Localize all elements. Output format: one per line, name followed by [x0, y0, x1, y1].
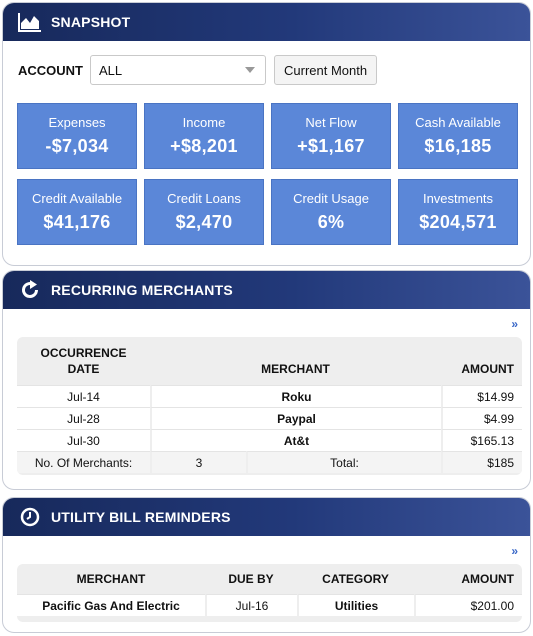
col-occurrence-date[interactable]: OCCURRENCE DATE [40, 346, 127, 376]
expand-link-icon[interactable]: » [511, 544, 518, 558]
current-month-button[interactable]: Current Month [274, 55, 378, 85]
cell-due-by: Jul-16 [205, 594, 297, 616]
area-chart-icon [17, 11, 43, 33]
snapshot-header: SNAPSHOT [3, 3, 530, 41]
account-select[interactable]: ALL [90, 55, 266, 85]
tile-income[interactable]: Income +$8,201 [144, 103, 264, 169]
cell-merchant: Pacific Gas And Electric [17, 594, 205, 616]
tile-value: $41,176 [43, 212, 111, 232]
panel-title: UTILITY BILL REMINDERS [51, 509, 231, 525]
panel-title: SNAPSHOT [51, 14, 131, 30]
snapshot-tiles: Expenses -$7,034 Income +$8,201 Net Flow… [17, 103, 518, 245]
col-amount[interactable]: AMOUNT [461, 362, 514, 376]
cell-date: Jul-28 [17, 407, 150, 429]
total-amount: $185 [441, 451, 522, 473]
tile-value: $16,185 [424, 136, 492, 156]
tile-value: +$1,167 [297, 136, 365, 156]
cell-date: Jul-14 [17, 385, 150, 407]
utility-header: UTILITY BILL REMINDERS [3, 498, 530, 536]
account-label: ACCOUNT [18, 62, 83, 78]
tile-net-flow[interactable]: Net Flow +$1,167 [271, 103, 391, 169]
table-row[interactable]: Jul-30 At&t $165.13 [17, 429, 522, 451]
tile-label: Investments [422, 191, 494, 206]
recurring-merchants-panel: RECURRING MERCHANTS » OCCURRENCE DATE ME… [2, 270, 531, 490]
cell-amount: $201.00 [414, 594, 522, 616]
col-merchant[interactable]: MERCHANT [261, 362, 330, 376]
tile-investments[interactable]: Investments $204,571 [398, 179, 518, 245]
table-row[interactable]: Pacific Gas And Electric Jul-16 Utilitie… [17, 594, 522, 616]
total-label: Total: [246, 451, 441, 473]
merchant-count: 3 [150, 451, 246, 473]
col-due-by[interactable]: DUE BY [228, 572, 274, 586]
tile-value: $2,470 [175, 212, 233, 232]
col-merchant[interactable]: MERCHANT [76, 572, 146, 586]
tile-value: $204,571 [419, 212, 497, 232]
panel-title: RECURRING MERCHANTS [51, 282, 233, 298]
tile-value: 6% [317, 212, 345, 232]
cell-amount: $14.99 [441, 385, 522, 407]
tile-credit-usage[interactable]: Credit Usage 6% [271, 179, 391, 245]
cell-amount: $4.99 [441, 407, 522, 429]
clock-icon [17, 506, 43, 528]
chevron-down-icon [245, 67, 255, 73]
tile-cash-available[interactable]: Cash Available $16,185 [398, 103, 518, 169]
cell-merchant: Paypal [150, 407, 441, 429]
cell-date: Jul-30 [17, 429, 150, 451]
utility-bill-reminders-panel: UTILITY BILL REMINDERS » MERCHANT DUE BY… [2, 497, 531, 633]
recurring-header: RECURRING MERCHANTS [3, 271, 530, 309]
tile-credit-available[interactable]: Credit Available $41,176 [17, 179, 137, 245]
table-row[interactable]: Jul-28 Paypal $4.99 [17, 407, 522, 429]
summary-row: No. Of Merchants: 3 Total: $185 [17, 451, 522, 473]
table-header-row: OCCURRENCE DATE MERCHANT AMOUNT [17, 337, 522, 385]
tile-value: +$8,201 [170, 136, 238, 156]
tile-label: Credit Available [31, 191, 123, 206]
tile-label: Net Flow [305, 115, 357, 130]
tile-label: Expenses [48, 115, 106, 130]
cell-category: Utilities [297, 594, 414, 616]
tile-label: Income [182, 115, 226, 130]
tile-expenses[interactable]: Expenses -$7,034 [17, 103, 137, 169]
snapshot-panel: SNAPSHOT ACCOUNT ALL Current Month Expen… [2, 2, 531, 266]
cell-amount: $165.13 [441, 429, 522, 451]
table-row[interactable]: Jul-14 Roku $14.99 [17, 385, 522, 407]
recurring-table: OCCURRENCE DATE MERCHANT AMOUNT Jul-14 R… [17, 337, 522, 475]
col-amount[interactable]: AMOUNT [461, 572, 514, 586]
expand-link-icon[interactable]: » [511, 317, 518, 331]
tile-credit-loans[interactable]: Credit Loans $2,470 [144, 179, 264, 245]
refresh-icon [17, 279, 43, 301]
cell-merchant: At&t [150, 429, 441, 451]
account-select-value: ALL [99, 62, 123, 78]
merchant-count-label: No. Of Merchants: [17, 451, 150, 473]
utility-table: MERCHANT DUE BY CATEGORY AMOUNT Pacific … [17, 564, 522, 622]
tile-value: -$7,034 [45, 136, 109, 156]
tile-label: Credit Loans [167, 191, 241, 206]
tile-label: Cash Available [415, 115, 501, 130]
cell-merchant: Roku [150, 385, 441, 407]
table-header-row: MERCHANT DUE BY CATEGORY AMOUNT [17, 564, 522, 594]
tile-label: Credit Usage [293, 191, 369, 206]
account-row: ACCOUNT ALL Current Month [18, 55, 378, 85]
col-category[interactable]: CATEGORY [322, 572, 389, 586]
